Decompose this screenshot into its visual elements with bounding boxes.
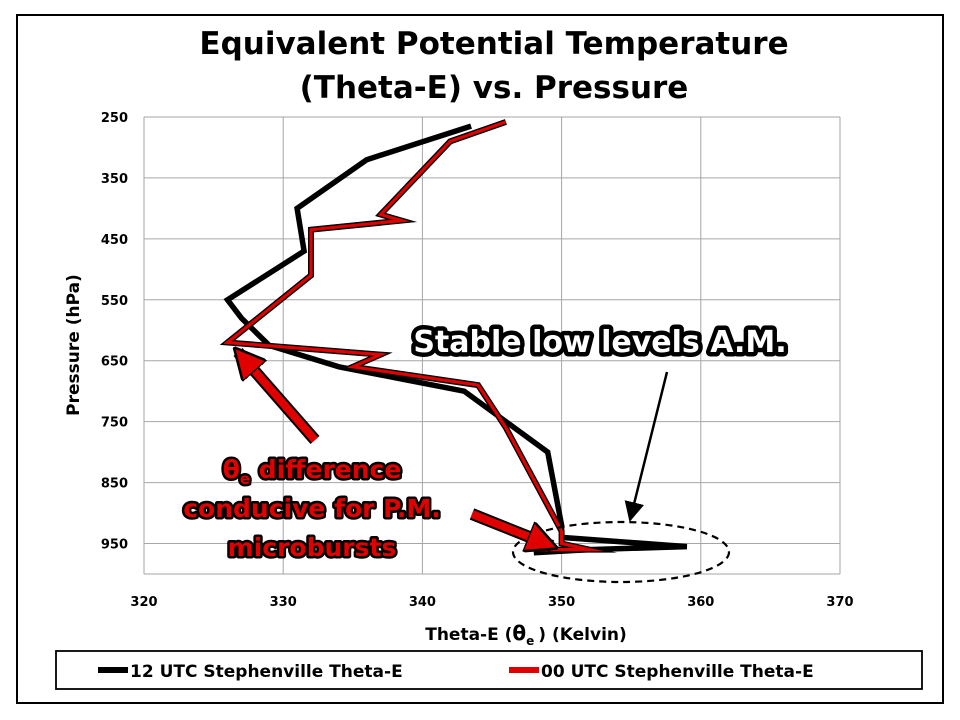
y-tick-label: 550 (101, 294, 128, 309)
y-tick-label: 750 (101, 416, 128, 431)
annotation-line-1: θe difference (223, 455, 402, 488)
x-tick-label: 360 (687, 595, 714, 610)
x-tick-label: 370 (826, 595, 853, 610)
low-levels-ellipse (511, 520, 731, 584)
annotation-difference: difference (250, 455, 401, 484)
chart-title-line-2: (Theta-E) vs. Pressure (300, 70, 689, 106)
stable-annotation: Stable low levels A.M. (413, 325, 786, 360)
x-axis-label-sub: e (526, 634, 534, 648)
x-tick-label: 340 (409, 595, 436, 610)
x-tick-label: 330 (270, 595, 297, 610)
x-axis-label-suffix: ) (Kelvin) (538, 625, 626, 645)
series-00utc-line (223, 120, 605, 552)
y-tick-label: 250 (101, 111, 128, 126)
x-axis-label: Theta-E (θe ) (Kelvin) (425, 621, 627, 648)
y-tick-label: 650 (101, 355, 128, 370)
y-tick-label: 450 (101, 233, 128, 248)
stable-arrow (624, 371, 669, 522)
y-tick-label: 850 (101, 477, 128, 492)
legend: 12 UTC Stephenville Theta-E 00 UTC Steph… (55, 650, 923, 690)
y-tick-label: 350 (101, 172, 128, 187)
x-tick-labels: 320 330 340 350 360 370 (130, 595, 853, 610)
legend-box (55, 650, 923, 690)
x-axis-label-theta: θ (512, 621, 526, 645)
annotation-line-3: microbursts (228, 533, 397, 562)
legend-label-00utc: 00 UTC Stephenville Theta-E (541, 662, 814, 682)
x-tick-label: 350 (548, 595, 575, 610)
series-layer (219, 119, 688, 556)
annotation-theta-sub: e (240, 470, 250, 488)
y-tick-label: 950 (101, 538, 128, 553)
x-tick-label: 320 (130, 595, 157, 610)
annotation-theta: θ (223, 455, 240, 484)
series-12utc-line (223, 123, 688, 556)
red-arrow-upper (238, 352, 319, 443)
y-tick-labels: 250 350 450 550 650 750 850 950 (101, 111, 128, 553)
red-arrow-lower (470, 510, 552, 546)
chart-title-line-1: Equivalent Potential Temperature (199, 26, 788, 62)
theta-difference-annotation: θe difference conducive for P.M. microbu… (181, 453, 444, 565)
x-axis-label-prefix: Theta-E ( (425, 625, 512, 645)
y-axis-label: Pressure (hPa) (64, 274, 84, 416)
legend-label-12utc: 12 UTC Stephenville Theta-E (130, 662, 403, 682)
annotation-line-2: conducive for P.M. (183, 494, 441, 523)
